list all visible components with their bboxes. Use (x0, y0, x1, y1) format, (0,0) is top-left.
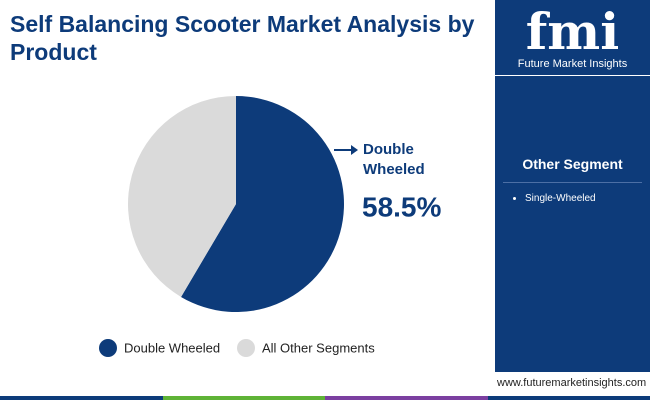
separator (503, 182, 642, 183)
callout-arrowhead (351, 145, 358, 155)
chart: Double Wheeled 58.5% Double Wheeled All Othe… (99, 96, 441, 357)
legend-label: All Other Segments (262, 340, 375, 355)
sidebar-item: Single-Wheeled (525, 193, 596, 204)
separator (495, 75, 650, 76)
pie-slice (128, 96, 236, 297)
value-label: 58.5% (362, 191, 441, 222)
callout-label: Double Wheeled (363, 141, 425, 178)
pie-slice (181, 96, 345, 312)
sidebar-title: Other Segment (522, 156, 623, 172)
sidebar-list: Single-Wheeled (513, 193, 596, 204)
side-panel: fmi Future Market Insights Other Segment… (495, 0, 650, 372)
company-name: Future Market Insights (517, 58, 628, 70)
website-url: www.futuremarketinsights.com (497, 377, 647, 389)
footer-stripe (0, 396, 650, 400)
legend-label: Double Wheeled (124, 340, 220, 355)
logo: fmi (525, 2, 620, 61)
legend-swatch (237, 339, 255, 357)
chart-title: Self Balancing Scooter Market Analysis b… (10, 11, 475, 65)
legend-swatch (99, 339, 117, 357)
